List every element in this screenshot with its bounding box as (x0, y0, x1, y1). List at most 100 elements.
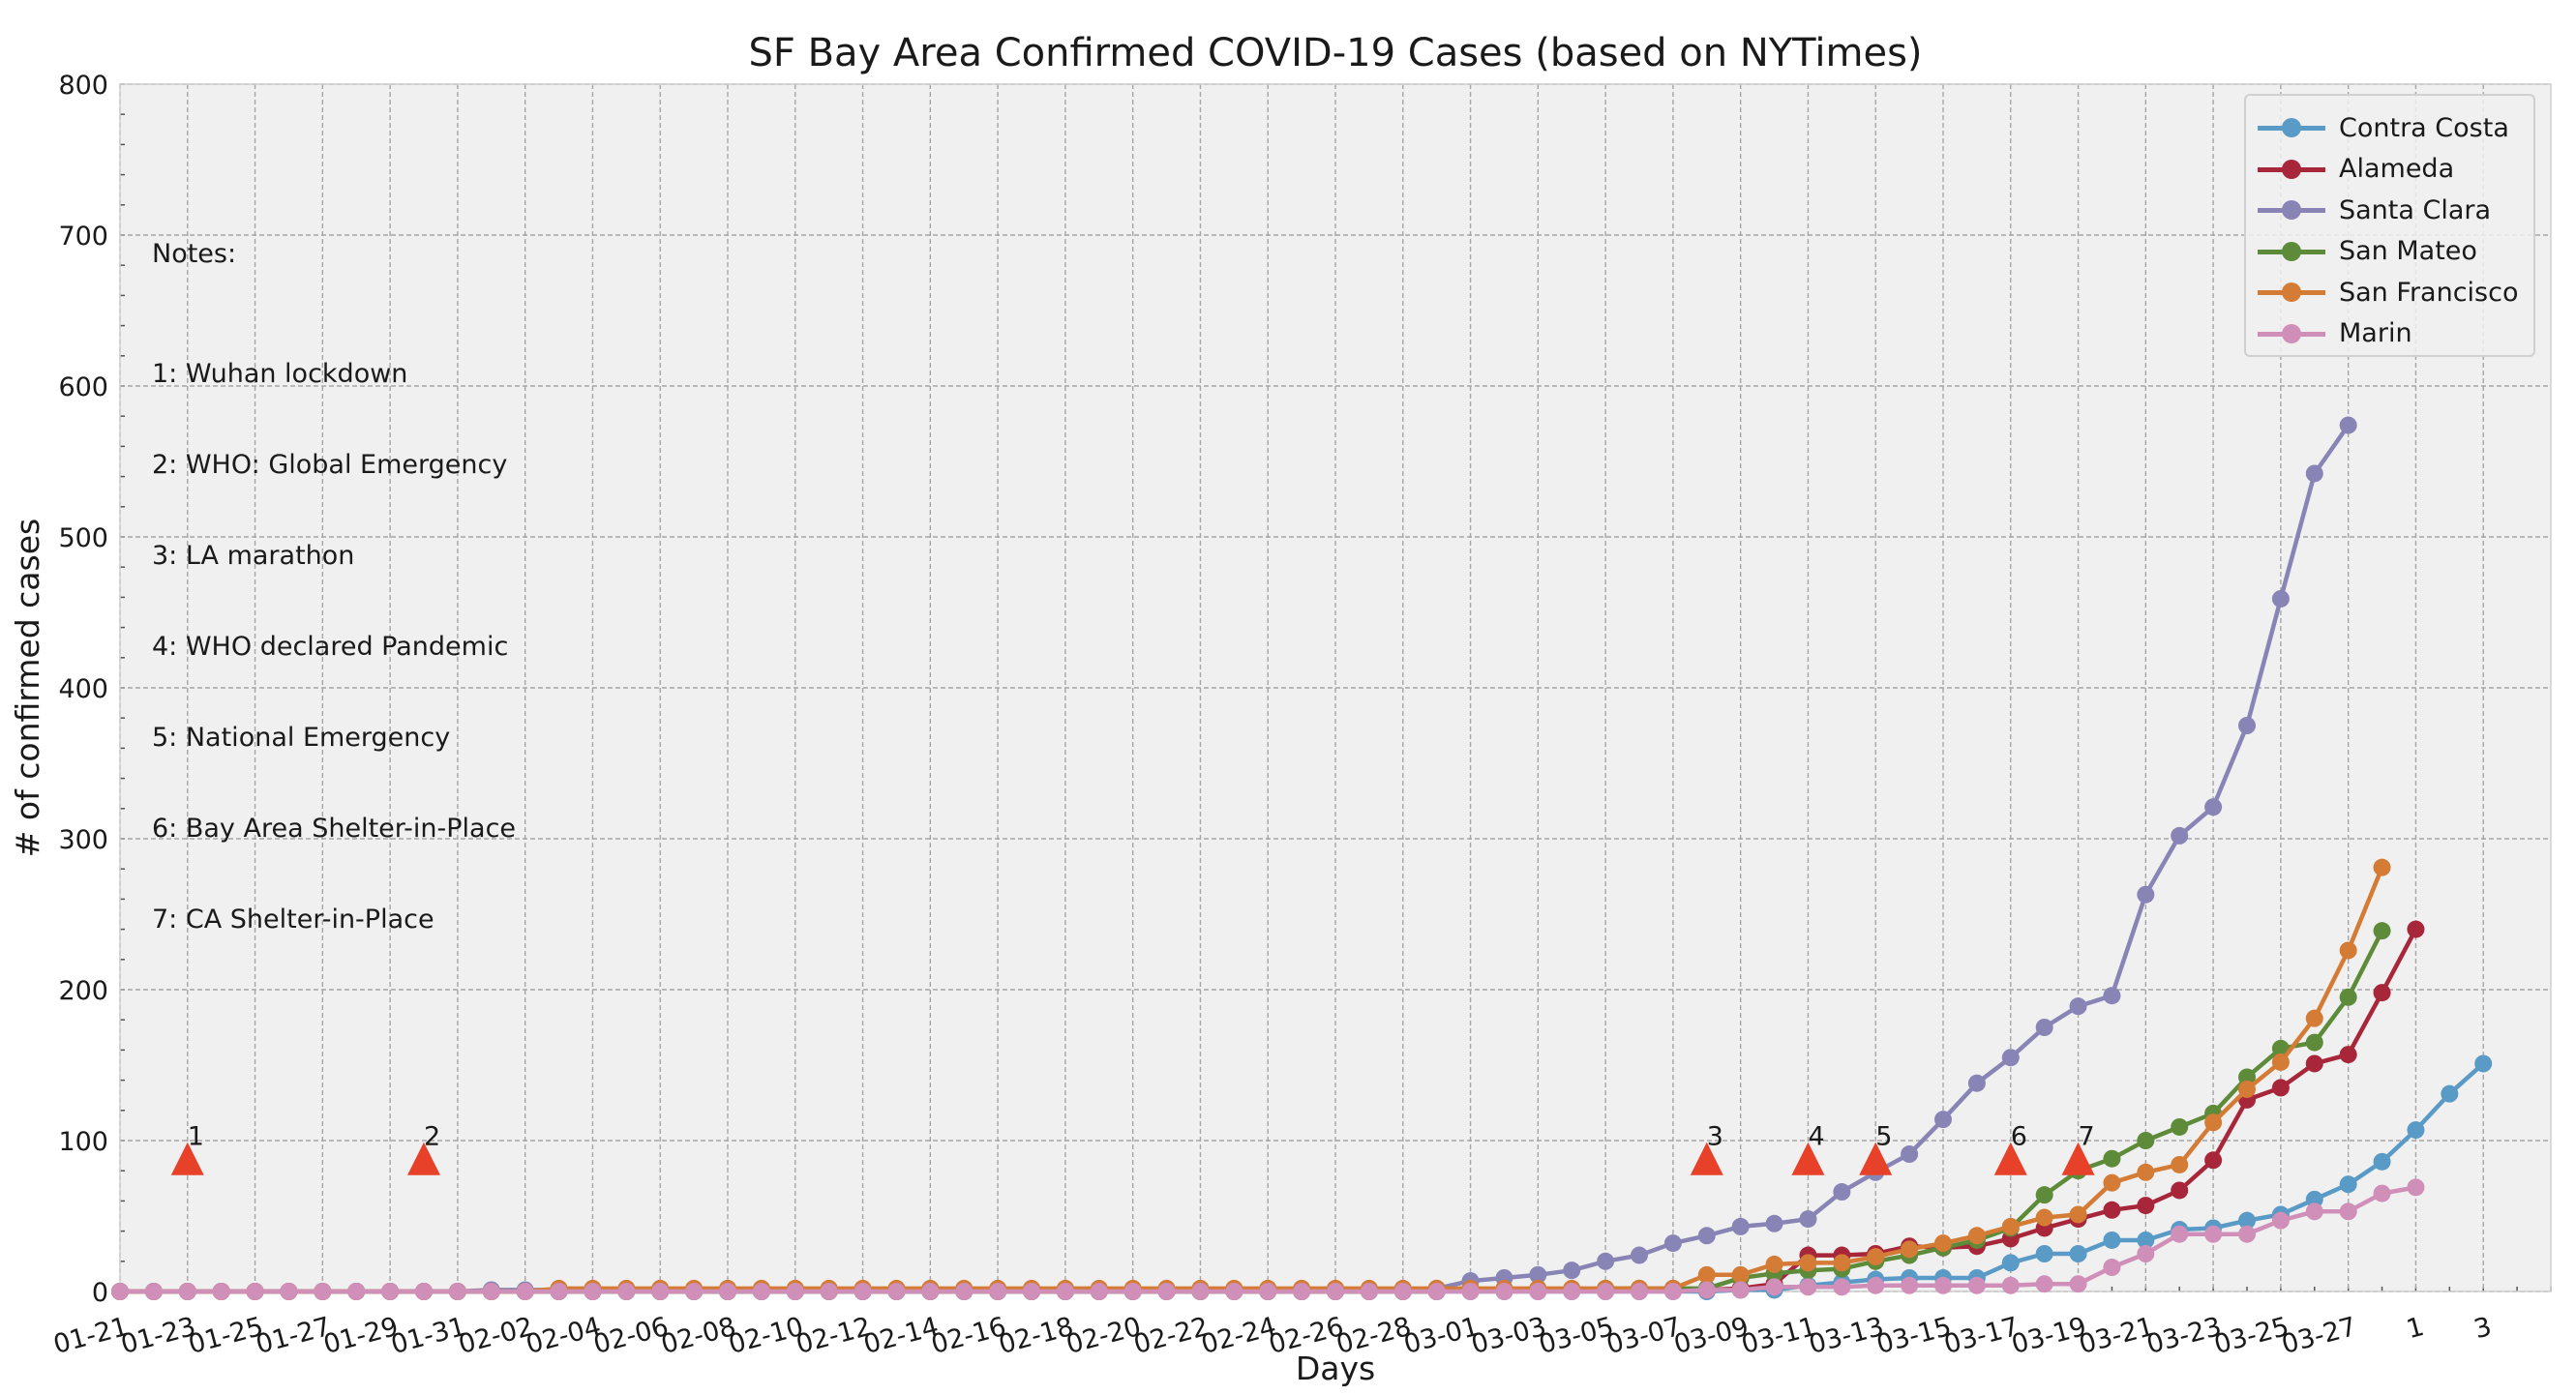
data-point (1461, 1283, 1480, 1300)
data-point (2339, 941, 2357, 960)
event-marker-label: 2 (424, 1122, 440, 1152)
data-point (1799, 1210, 1817, 1229)
data-point (1225, 1283, 1243, 1300)
y-tick-label: 300 (58, 825, 108, 855)
data-point (2305, 1033, 2323, 1052)
data-point (2373, 858, 2391, 876)
y-tick-label: 100 (58, 1127, 108, 1157)
legend-label: Santa Clara (2339, 194, 2492, 225)
data-point (2171, 826, 2189, 845)
data-point (1765, 1278, 1783, 1296)
y-tick-label: 400 (58, 674, 108, 704)
data-point (1867, 1276, 1885, 1294)
data-point (2069, 1275, 2087, 1293)
data-point (820, 1283, 838, 1300)
data-point (2035, 1245, 2053, 1262)
data-point (2407, 920, 2425, 938)
data-point (2137, 1132, 2155, 1149)
y-tick-label: 200 (58, 976, 108, 1006)
legend-label: Contra Costa (2339, 112, 2509, 143)
data-point (1427, 1283, 1446, 1300)
data-point (1901, 1276, 1919, 1294)
data-point (1731, 1217, 1750, 1235)
data-point (2001, 1217, 2020, 1235)
legend-swatch (2258, 313, 2325, 354)
legend-swatch (2258, 231, 2325, 272)
data-point (1901, 1240, 1919, 1259)
data-point (854, 1283, 872, 1300)
data-point (415, 1283, 433, 1300)
legend-item: San Francisco (2246, 272, 2518, 312)
data-point (685, 1283, 704, 1300)
data-point (2035, 1019, 2053, 1036)
data-point (2035, 1208, 2053, 1227)
data-point (1901, 1145, 1919, 1164)
legend-item: San Mateo (2246, 231, 2477, 272)
note-7: 7: CA Shelter-in-Place (152, 904, 434, 935)
data-point (1563, 1261, 1581, 1280)
data-point (448, 1283, 466, 1300)
data-point (2137, 1163, 2155, 1181)
data-point (2339, 1202, 2357, 1221)
legend-item: Santa Clara (2246, 190, 2491, 230)
legend-swatch (2258, 149, 2325, 190)
data-point (1697, 1281, 1716, 1299)
data-point (1765, 1255, 1783, 1273)
y-axis-label: # of confirmed cases (9, 519, 46, 857)
note-2: 2: WHO: Global Emergency (152, 450, 508, 481)
data-point (2305, 464, 2323, 483)
data-point (2373, 922, 2391, 940)
legend-item: Alameda (2246, 149, 2454, 190)
data-point (2035, 1186, 2053, 1204)
data-point (482, 1283, 500, 1300)
x-tick-label: 3 (2471, 1312, 2495, 1345)
data-point (280, 1283, 298, 1300)
data-point (1833, 1254, 1851, 1272)
event-marker-label: 6 (2011, 1122, 2027, 1152)
data-point (2474, 1054, 2493, 1073)
legend-label: San Mateo (2339, 236, 2477, 266)
data-point (2069, 1205, 2087, 1224)
event-marker-7 (2061, 1142, 2095, 1175)
note-4: 4: WHO declared Pandemic (152, 632, 509, 663)
data-point (1393, 1283, 1412, 1300)
legend-marker (2282, 159, 2301, 179)
data-point (144, 1283, 163, 1300)
notes-annotation: Notes: 1: Wuhan lockdown 2: WHO: Global … (152, 178, 516, 995)
note-5: 5: National Emergency (152, 723, 451, 754)
event-marker-6 (1993, 1142, 2027, 1175)
data-point (111, 1283, 129, 1300)
data-point (1056, 1283, 1074, 1300)
data-point (1697, 1265, 1716, 1284)
chart-legend: Contra Costa Alameda Santa Clara San Mateo S… (2244, 94, 2535, 357)
data-point (1023, 1283, 1040, 1300)
data-point (1663, 1234, 1682, 1253)
legend-item: Contra Costa (2246, 107, 2509, 148)
data-point (2373, 984, 2391, 1002)
data-point (2001, 1049, 2020, 1067)
data-point (2171, 1155, 2189, 1173)
data-point (2103, 1259, 2121, 1277)
data-point (2204, 798, 2223, 816)
data-point (314, 1283, 332, 1300)
data-point (2271, 1053, 2290, 1071)
data-point (2238, 1211, 2256, 1230)
data-point (1833, 1183, 1851, 1202)
y-tick-label: 700 (58, 222, 108, 252)
y-tick-label: 800 (58, 71, 108, 101)
x-axis-label: Days (1296, 1350, 1375, 1387)
data-point (1191, 1283, 1210, 1300)
legend-marker (2282, 282, 2301, 302)
data-point (2305, 1009, 2323, 1027)
data-point (1529, 1283, 1547, 1300)
data-point (2271, 1079, 2290, 1097)
data-point (1327, 1283, 1344, 1300)
event-marker-4 (1791, 1142, 1825, 1175)
data-point (2069, 997, 2087, 1016)
event-marker-label: 5 (1875, 1122, 1892, 1152)
data-point (1799, 1254, 1817, 1272)
data-point (1934, 1234, 1952, 1253)
data-point (2271, 589, 2290, 608)
event-marker-label: 4 (1808, 1122, 1824, 1152)
